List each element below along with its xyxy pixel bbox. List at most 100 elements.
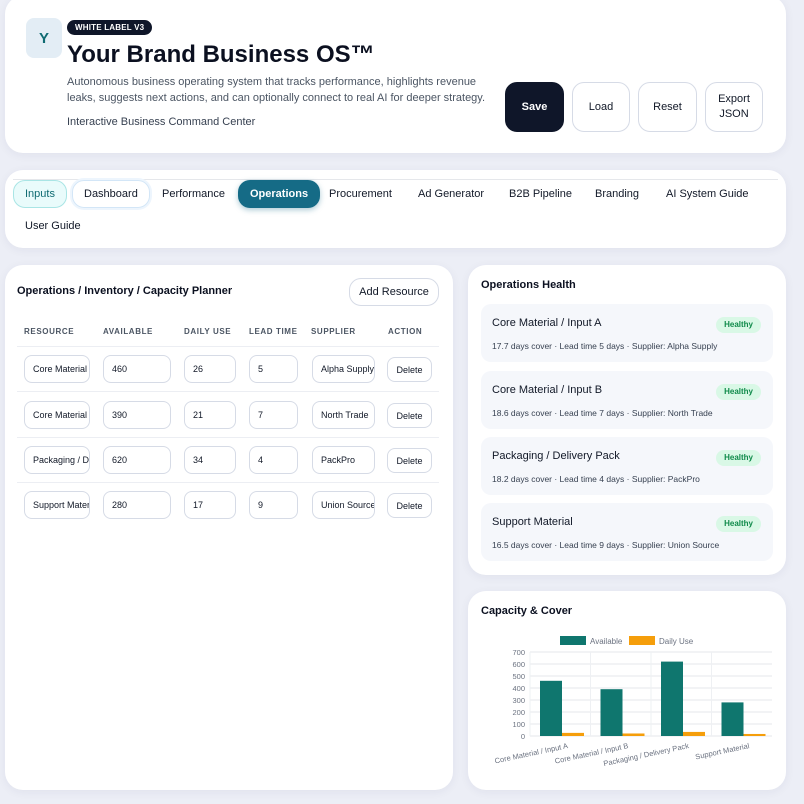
tab-operations[interactable]: Operations <box>238 180 321 208</box>
column-header-daily-use: DAILY USE <box>184 327 232 336</box>
daily-use-input[interactable]: 21 <box>184 401 236 429</box>
column-header-resource: RESOURCE <box>24 327 75 336</box>
y-tick-label: 700 <box>512 648 525 657</box>
page-description: Autonomous business operating system tha… <box>67 76 486 104</box>
lead-time-input[interactable]: 4 <box>249 446 298 474</box>
health-item: Core Material / Input B Healthy 18.6 day… <box>481 371 773 429</box>
bar-daily-use <box>683 731 705 736</box>
page-subtitle: Interactive Business Command Center <box>67 116 256 128</box>
health-item: Support Material Healthy 16.5 days cover… <box>481 503 773 561</box>
add-resource-button[interactable]: Add Resource <box>349 278 439 306</box>
available-input[interactable]: 620 <box>103 446 171 474</box>
resource-input[interactable]: Core Material / Input A <box>24 355 90 383</box>
tab-dashboard[interactable]: Dashboard <box>72 180 150 208</box>
tab-b2b-pipeline[interactable]: B2B Pipeline <box>509 188 572 200</box>
delete-button[interactable]: Delete <box>387 448 432 473</box>
available-input[interactable]: 390 <box>103 401 171 429</box>
health-item-meta: 18.6 days cover · Lead time 7 days · Sup… <box>492 408 713 418</box>
health-title: Operations Health <box>481 279 576 291</box>
white-label-badge: WHITE LABEL V3 <box>67 20 153 35</box>
daily-use-input[interactable]: 26 <box>184 355 236 383</box>
y-tick-label: 200 <box>512 708 525 717</box>
delete-button[interactable]: Delete <box>387 357 432 382</box>
bar-available <box>721 702 744 736</box>
health-item-name: Packaging / Delivery Pack <box>492 450 620 462</box>
tab-divider <box>13 179 778 180</box>
row-divider <box>17 437 439 438</box>
y-tick-label: 0 <box>521 732 525 741</box>
y-tick-label: 300 <box>512 696 525 705</box>
tab-ai-system-guide[interactable]: AI System Guide <box>666 188 749 200</box>
delete-button[interactable]: Delete <box>387 403 432 428</box>
status-badge: Healthy <box>716 317 761 333</box>
bar-daily-use <box>743 733 766 736</box>
available-input[interactable]: 280 <box>103 491 171 519</box>
daily-use-input[interactable]: 34 <box>184 446 236 474</box>
health-item-meta: 17.7 days cover · Lead time 5 days · Sup… <box>492 341 718 351</box>
status-badge: Healthy <box>716 516 761 532</box>
operations-health-card: Operations Health Core Material / Input … <box>468 265 786 575</box>
capacity-title: Capacity & Cover <box>481 605 573 617</box>
lead-time-input[interactable]: 9 <box>249 491 298 519</box>
brand-logo: Y <box>26 18 62 58</box>
load-button[interactable]: Load <box>572 82 630 132</box>
status-badge: Healthy <box>716 384 761 400</box>
row-divider <box>17 391 439 392</box>
planner-title: Operations / Inventory / Capacity Planne… <box>17 285 233 297</box>
bar-available <box>661 661 683 736</box>
tab-ad-generator[interactable]: Ad Generator <box>418 188 485 200</box>
bar-daily-use <box>622 733 645 736</box>
y-tick-label: 500 <box>512 672 525 681</box>
legend-label: Daily Use <box>659 637 694 646</box>
status-badge: Healthy <box>716 450 761 466</box>
row-divider <box>17 346 439 347</box>
legend-swatch <box>560 636 586 645</box>
health-item: Core Material / Input A Healthy 17.7 day… <box>481 304 773 362</box>
lead-time-input[interactable]: 7 <box>249 401 298 429</box>
available-input[interactable]: 460 <box>103 355 171 383</box>
legend-label: Available <box>590 637 623 646</box>
row-divider <box>17 482 439 483</box>
health-item-name: Core Material / Input B <box>492 384 603 396</box>
capacity-bar-chart: Available Daily Use 0 100 200 300 400 500 600 700… <box>494 636 772 768</box>
health-item-name: Support Material <box>492 516 573 528</box>
tab-bar: Inputs Dashboard Performance Operations … <box>5 170 786 248</box>
reset-button[interactable]: Reset <box>638 82 697 132</box>
supplier-input[interactable]: Alpha Supply <box>312 355 375 383</box>
health-item: Packaging / Delivery Pack Healthy 18.2 d… <box>481 437 773 495</box>
export-json-button[interactable]: Export JSON <box>705 82 763 132</box>
supplier-input[interactable]: Union Source <box>312 491 375 519</box>
health-item-name: Core Material / Input A <box>492 317 602 329</box>
delete-button[interactable]: Delete <box>387 493 432 518</box>
resource-input[interactable]: Core Material / Input B <box>24 401 90 429</box>
supplier-input[interactable]: North Trade <box>312 401 375 429</box>
column-header-action: ACTION <box>388 327 423 336</box>
tab-user-guide[interactable]: User Guide <box>25 220 81 232</box>
x-tick-label: Support Material <box>694 741 750 761</box>
resource-input[interactable]: Support Material <box>24 491 90 519</box>
capacity-cover-card: Capacity & Cover Available Daily Use 0 100 2… <box>468 591 786 790</box>
y-tick-label: 400 <box>512 684 525 693</box>
bar-daily-use <box>562 732 584 736</box>
daily-use-input[interactable]: 17 <box>184 491 236 519</box>
tab-inputs[interactable]: Inputs <box>13 180 67 208</box>
column-header-lead-time: LEAD TIME <box>249 327 298 336</box>
health-item-meta: 16.5 days cover · Lead time 9 days · Sup… <box>492 540 720 550</box>
health-item-meta: 18.2 days cover · Lead time 4 days · Sup… <box>492 474 700 484</box>
lead-time-input[interactable]: 5 <box>249 355 298 383</box>
supplier-input[interactable]: PackPro <box>312 446 375 474</box>
column-header-supplier: SUPPLIER <box>311 327 356 336</box>
legend-swatch <box>629 636 655 645</box>
page-title: Your Brand Business OS™ <box>67 41 375 68</box>
resource-input[interactable]: Packaging / Delivery Pack <box>24 446 90 474</box>
bar-available <box>600 689 623 736</box>
header-card: Y WHITE LABEL V3 Your Brand Business OS™… <box>5 0 786 153</box>
y-tick-label: 100 <box>512 720 525 729</box>
save-button[interactable]: Save <box>505 82 564 132</box>
tab-performance[interactable]: Performance <box>162 188 225 200</box>
y-tick-label: 600 <box>512 660 525 669</box>
tab-branding[interactable]: Branding <box>595 188 640 200</box>
column-header-available: AVAILABLE <box>103 327 153 336</box>
tab-procurement[interactable]: Procurement <box>329 188 392 200</box>
capacity-planner-card: Operations / Inventory / Capacity Planne… <box>5 265 453 790</box>
